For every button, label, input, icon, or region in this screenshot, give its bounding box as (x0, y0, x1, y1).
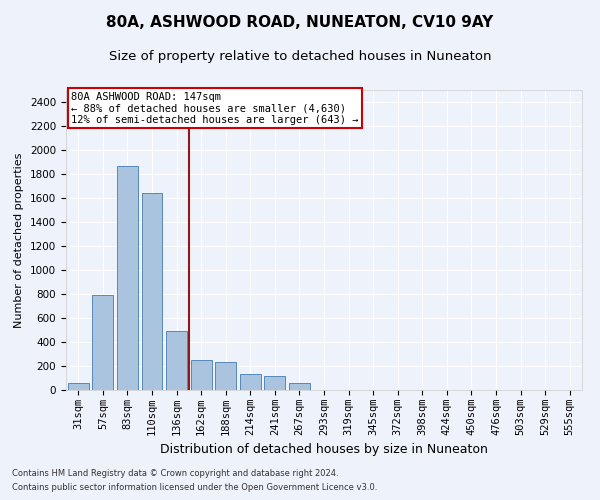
Bar (265, 376, 286, 390)
Text: Contains public sector information licensed under the Open Government Licence v3: Contains public sector information licen… (12, 484, 377, 492)
Text: Size of property relative to detached houses in Nuneaton: Size of property relative to detached ho… (109, 50, 491, 63)
Bar (289, 384, 310, 390)
Bar (191, 360, 212, 390)
Bar (166, 331, 187, 390)
Text: 80A, ASHWOOD ROAD, NUNEATON, CV10 9AY: 80A, ASHWOOD ROAD, NUNEATON, CV10 9AY (106, 15, 494, 30)
Bar (240, 374, 261, 390)
Bar (142, 193, 163, 390)
Bar (117, 166, 138, 390)
Bar (215, 362, 236, 390)
Bar (92, 295, 113, 390)
Text: Contains HM Land Registry data © Crown copyright and database right 2024.: Contains HM Land Registry data © Crown c… (12, 468, 338, 477)
Bar (68, 384, 89, 390)
Y-axis label: Number of detached properties: Number of detached properties (14, 152, 25, 328)
X-axis label: Distribution of detached houses by size in Nuneaton: Distribution of detached houses by size … (160, 444, 488, 456)
Text: 80A ASHWOOD ROAD: 147sqm
← 88% of detached houses are smaller (4,630)
12% of sem: 80A ASHWOOD ROAD: 147sqm ← 88% of detach… (71, 92, 359, 124)
